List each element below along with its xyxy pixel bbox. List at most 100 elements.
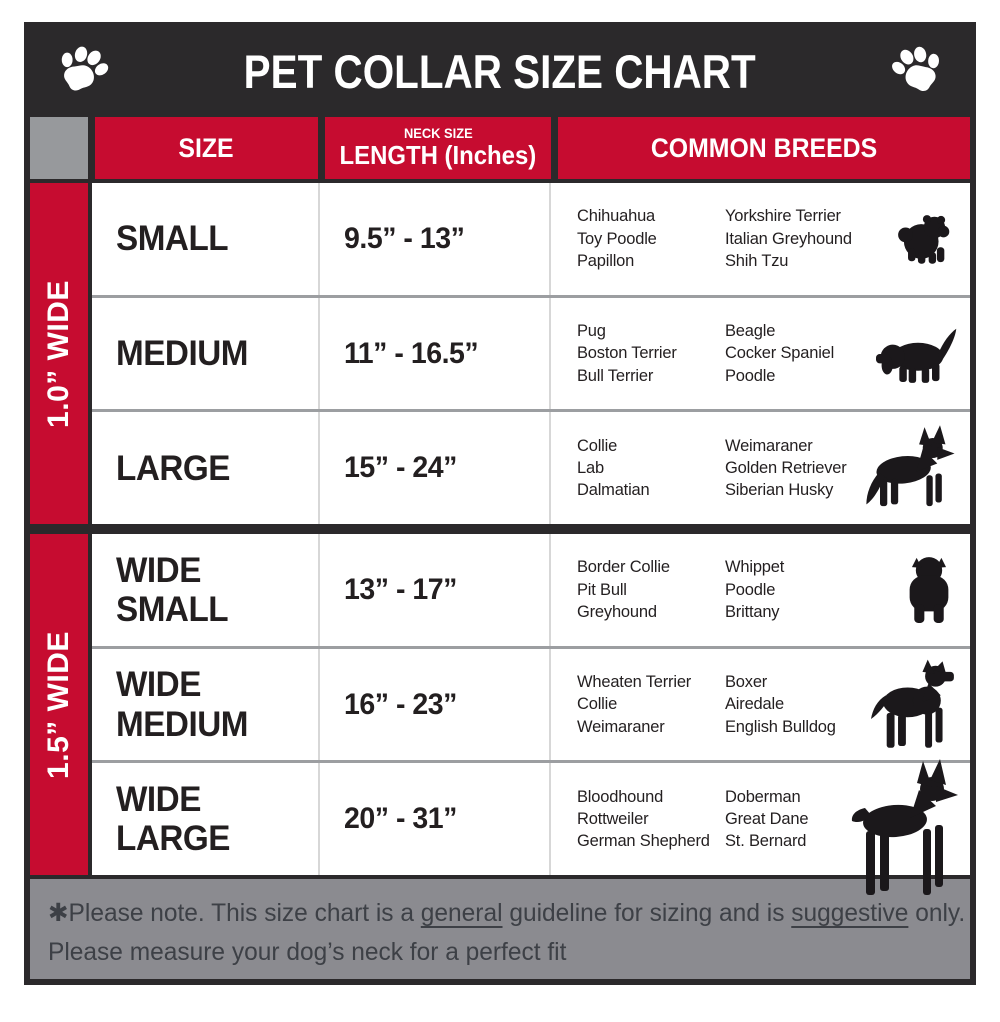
breed-item: Poodle xyxy=(725,365,776,385)
size-label: WIDE xyxy=(116,779,201,819)
breed-item: German Shepherd xyxy=(577,831,710,851)
column-header-size-label: SIZE xyxy=(178,132,235,163)
breed-item: Wheaten Terrier xyxy=(577,671,692,691)
breed-item: Boston Terrier xyxy=(577,343,677,363)
bulldog-silhouette-icon xyxy=(909,556,949,623)
breed-item: Siberian Husky xyxy=(725,480,834,500)
breed-item: Weimaraner xyxy=(577,716,665,736)
breed-item: Doberman xyxy=(725,786,801,806)
breed-item: Collie xyxy=(577,694,618,714)
paw-print-icon xyxy=(892,46,939,92)
pomeranian-silhouette-icon xyxy=(898,214,950,264)
length-cell: 16” - 23” xyxy=(318,648,549,761)
page-title: PET COLLAR SIZE CHART xyxy=(244,44,756,98)
doberman-silhouette-icon xyxy=(851,759,958,896)
breed-item: Bull Terrier xyxy=(577,365,654,385)
table-row-large: LARGE 15” - 24” Collie Lab Dalmatian xyxy=(92,412,970,525)
length-value: 15” - 24” xyxy=(344,451,457,485)
column-header-necksize-label: NECK SIZE xyxy=(403,125,473,142)
breeds-cell: Chihuahua Toy Poodle Papillon Yorkshire … xyxy=(549,183,970,295)
column-header-breeds: COMMON BREEDS xyxy=(558,117,970,179)
breed-item: Dalmatian xyxy=(577,480,650,500)
length-cell: 15” - 24” xyxy=(318,412,549,525)
length-cell: 9.5” - 13” xyxy=(318,183,549,295)
breed-item: Brittany xyxy=(725,602,780,622)
breed-item: English Bulldog xyxy=(725,716,836,736)
breed-item: Chihuahua xyxy=(577,206,656,226)
length-cell: 20” - 31” xyxy=(318,763,549,876)
title-bar: PET COLLAR SIZE CHART xyxy=(30,28,970,114)
breed-item: Bloodhound xyxy=(577,786,664,806)
section-1-5-wide: 1.5” WIDE WIDE SMALL 13” - 17” xyxy=(30,534,970,896)
breed-item: Shih Tzu xyxy=(725,251,789,271)
breeds-cell: Bloodhound Rottweiler German Shepherd Do… xyxy=(549,759,970,896)
section-1-0-wide: 1.0” WIDE SMALL 9.5” - 13” xyxy=(30,183,970,525)
size-label-line2: SMALL xyxy=(116,589,229,629)
underlined-word: suggestive xyxy=(791,899,909,927)
size-label-line2: LARGE xyxy=(116,819,230,859)
breed-item: Great Dane xyxy=(725,808,809,828)
breed-item: Boxer xyxy=(725,671,768,691)
footer-note-line2: Please measure your dog’s neck for a per… xyxy=(48,937,567,966)
size-label: SMALL xyxy=(116,219,229,259)
breed-item: Papillon xyxy=(577,251,635,271)
breed-item: Pug xyxy=(577,320,606,340)
breed-item: Border Collie xyxy=(577,557,670,577)
breeds-cell: Border Collie Pit Bull Greyhound Whippet… xyxy=(549,534,970,646)
table-row-wide-large: WIDE LARGE 20” - 31” Bloodhound Rottweil… xyxy=(92,759,970,896)
breed-item: Golden Retriever xyxy=(725,457,847,477)
breed-item: Airedale xyxy=(725,694,784,714)
length-cell: 11” - 16.5” xyxy=(318,297,549,410)
section-label-1-0-wide: 1.0” WIDE xyxy=(30,183,88,524)
column-header-length-label: LENGTH (Inches) xyxy=(339,140,537,171)
breed-item: Poodle xyxy=(725,579,776,599)
size-cell: WIDE MEDIUM xyxy=(92,649,318,761)
breed-item: Toy Poodle xyxy=(577,228,657,248)
size-label: MEDIUM xyxy=(116,333,248,373)
breed-item: Italian Greyhound xyxy=(725,228,852,248)
table-row-wide-small: WIDE SMALL 13” - 17” Border Collie Pit B… xyxy=(92,534,970,646)
paw-print-icon xyxy=(61,46,109,91)
length-cell: 13” - 17” xyxy=(318,534,549,646)
breed-item: Collie xyxy=(577,435,618,455)
column-header-length: NECK SIZE LENGTH (Inches) xyxy=(325,117,551,179)
breeds-cell: Collie Lab Dalmatian Weimaraner Golden R… xyxy=(549,412,970,525)
length-value: 20” - 31” xyxy=(344,802,457,836)
breed-item: Yorkshire Terrier xyxy=(725,206,841,226)
breed-item: Beagle xyxy=(725,320,776,340)
breed-item: Whippet xyxy=(725,557,785,577)
length-value: 11” - 16.5” xyxy=(344,336,479,370)
size-chart: PET COLLAR SIZE CHART SIZE NECK SIZE LEN… xyxy=(24,22,976,985)
breed-item: Lab xyxy=(577,457,604,477)
length-value: 13” - 17” xyxy=(344,572,457,606)
breeds-cell: Pug Boston Terrier Bull Terrier Beagle C… xyxy=(549,297,970,410)
table-header: SIZE NECK SIZE LENGTH (Inches) COMMON BR… xyxy=(30,117,970,179)
size-cell: MEDIUM xyxy=(92,298,318,410)
length-value: 16” - 23” xyxy=(344,687,457,721)
footer-note-line1: ✱Please note. This size chart is a gener… xyxy=(48,899,966,927)
breed-item: Greyhound xyxy=(577,602,657,622)
breeds-cell: Wheaten Terrier Collie Weimaraner Boxer … xyxy=(549,648,970,761)
column-header-size: SIZE xyxy=(95,117,318,179)
footer-note: ✱Please note. This size chart is a gener… xyxy=(30,879,970,979)
size-label: LARGE xyxy=(116,448,230,488)
beagle-silhouette-icon xyxy=(876,328,957,383)
pit-bull-silhouette-icon xyxy=(870,659,954,748)
size-cell: WIDE LARGE xyxy=(92,763,318,875)
section-label-1-5-wide: 1.5” WIDE xyxy=(30,534,88,875)
table-row-wide-medium: WIDE MEDIUM 16” - 23” Wheaten Terrier Co… xyxy=(92,648,970,761)
size-label: WIDE xyxy=(116,550,201,590)
column-header-breeds-label: COMMON BREEDS xyxy=(650,132,878,163)
length-value: 9.5” - 13” xyxy=(344,221,465,255)
size-label-line2: MEDIUM xyxy=(116,704,248,744)
breed-item: Cocker Spaniel xyxy=(725,343,835,363)
german-shepherd-silhouette-icon xyxy=(866,425,955,507)
table-body: 1.0” WIDE SMALL 9.5” - 13” xyxy=(30,183,970,896)
size-cell: LARGE xyxy=(92,412,318,524)
size-cell: SMALL xyxy=(92,183,318,295)
header-spacer xyxy=(30,117,88,179)
size-label: WIDE xyxy=(116,665,201,705)
breed-item: St. Bernard xyxy=(725,831,807,851)
breed-item: Weimaraner xyxy=(725,435,813,455)
table-row-medium: MEDIUM 11” - 16.5” Pug Boston Terrier Bu… xyxy=(92,297,970,410)
